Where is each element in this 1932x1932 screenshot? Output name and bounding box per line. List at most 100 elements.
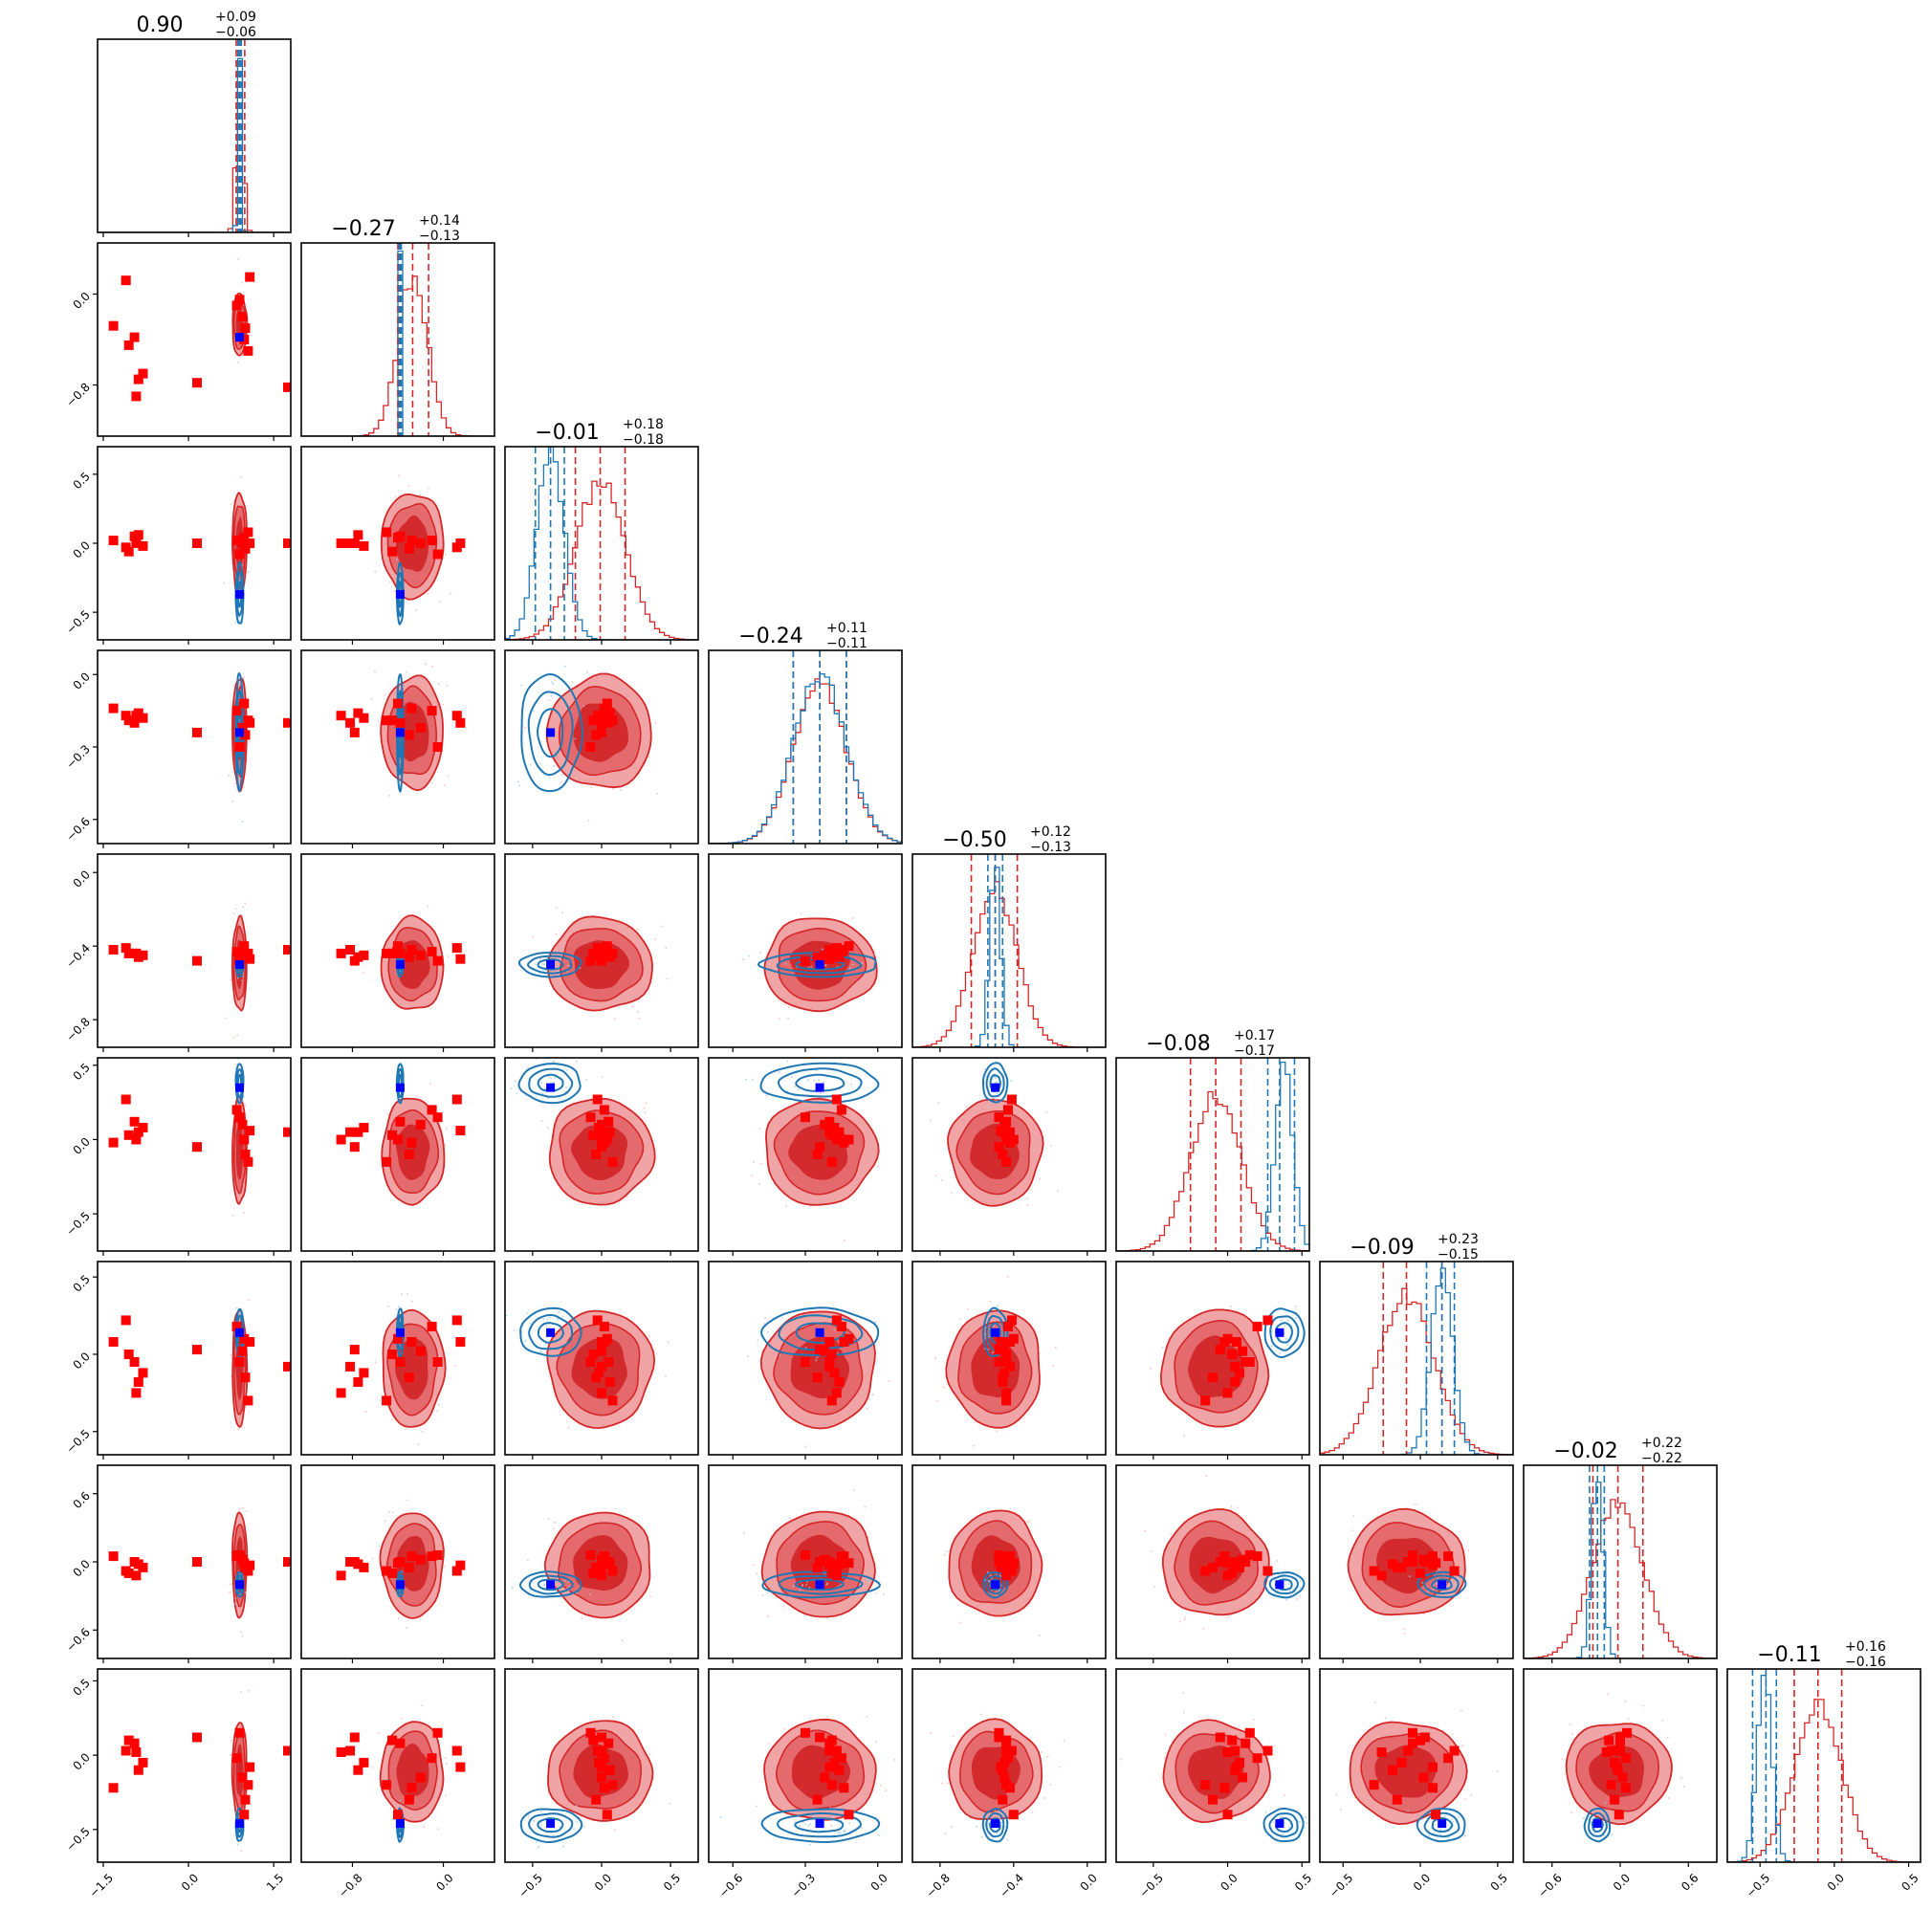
red-marker <box>133 1559 143 1570</box>
red-sample-point <box>656 792 659 795</box>
blue-sample-point <box>588 1592 591 1595</box>
blue-contour-mid <box>985 1067 1005 1098</box>
red-marker <box>597 1388 606 1398</box>
red-marker <box>1001 1388 1012 1398</box>
blue-histogram <box>98 57 291 232</box>
red-marker <box>1431 1810 1441 1820</box>
red-marker <box>602 1810 612 1820</box>
red-marker <box>336 1388 346 1398</box>
blue-sample-point <box>550 694 553 697</box>
red-marker <box>1622 1727 1633 1738</box>
blue-sample-point <box>843 1831 845 1833</box>
blue-contour-outer <box>518 1570 582 1598</box>
blue-sample-point <box>1299 1586 1302 1589</box>
x-tick-label: 1.5 <box>264 1871 286 1893</box>
blue-sample-point <box>1273 1821 1276 1824</box>
red-marker <box>415 1772 426 1783</box>
red-sample-point <box>555 907 558 910</box>
blue-sample-point <box>1438 1833 1441 1835</box>
red-marker <box>1238 1554 1248 1565</box>
red-sample-point <box>223 582 226 584</box>
diag-panel-8 <box>1727 1669 1921 1862</box>
red-marker <box>345 1745 356 1756</box>
red-marker <box>432 549 443 560</box>
blue-sample-point <box>839 1832 842 1834</box>
blue-sample-point <box>573 1828 576 1831</box>
red-marker <box>239 1333 250 1344</box>
blue-sample-point <box>1264 1811 1267 1813</box>
blue-sample-point <box>801 1584 803 1586</box>
red-sample-point <box>406 670 408 673</box>
blue-sample-point <box>1582 1817 1585 1820</box>
red-marker <box>131 1134 142 1145</box>
panel-frame <box>300 1057 495 1252</box>
red-marker <box>834 1377 845 1387</box>
red-marker <box>283 1557 291 1567</box>
red-sample-point <box>800 912 802 915</box>
red-marker <box>243 1395 253 1406</box>
red-sample-point <box>951 1826 954 1829</box>
red-marker <box>129 1116 140 1127</box>
red-marker <box>604 1377 615 1387</box>
red-sample-point <box>612 787 615 790</box>
red-sample-point <box>621 1639 624 1642</box>
blue-contour-outer <box>519 1808 583 1843</box>
red-marker <box>994 1549 1004 1560</box>
red-marker <box>994 1357 1004 1367</box>
red-sample-point <box>934 1356 936 1359</box>
red-sample-point <box>247 1689 250 1692</box>
red-marker <box>1001 1735 1012 1745</box>
red-marker <box>1006 1566 1017 1576</box>
blue-sample-point <box>1421 1581 1423 1584</box>
blue-sample-point <box>398 1600 401 1603</box>
blue-sample-point <box>558 1310 560 1313</box>
blue-contour-mid <box>1268 1812 1299 1838</box>
red-marker <box>831 1315 842 1326</box>
pair-panel-0-6 <box>108 1299 291 1431</box>
red-marker <box>406 1137 417 1148</box>
red-marker <box>1449 1745 1460 1756</box>
red-sample-point <box>761 1594 764 1597</box>
red-marker <box>815 1345 825 1355</box>
blue-sample-point <box>808 1823 811 1826</box>
red-marker <box>455 538 466 548</box>
param-title-minus: −0.15 <box>1438 1247 1479 1262</box>
pair-panel-2-8 <box>519 1716 671 1848</box>
red-marker <box>1443 1753 1454 1764</box>
x-tick-label: −0.4 <box>997 1871 1026 1900</box>
red-marker <box>836 1321 846 1331</box>
blue-sample-point <box>1010 1079 1013 1082</box>
red-marker <box>1403 1745 1414 1756</box>
blue-sample-point <box>1603 1834 1606 1837</box>
pair-panel-7-8 <box>1524 1693 1685 1843</box>
red-marker <box>1238 1346 1248 1356</box>
param-title-value: −0.50 <box>942 828 1006 852</box>
blue-sample-point <box>991 1837 994 1840</box>
red-sample-point <box>444 553 447 556</box>
red-sample-point <box>830 1825 833 1827</box>
x-tick-label: −0.3 <box>789 1871 819 1900</box>
panel-frame <box>1319 1668 1514 1863</box>
blue-sample-point <box>806 1078 809 1081</box>
red-sample-point <box>742 1531 745 1534</box>
blue-sample-point <box>527 1814 530 1817</box>
blue-sample-point <box>575 1804 578 1807</box>
red-sample-point <box>835 1310 838 1313</box>
blue-sample-point <box>815 1069 818 1072</box>
blue-contour-inner <box>537 1322 564 1344</box>
red-marker <box>192 1557 202 1567</box>
red-marker <box>231 1321 242 1331</box>
blue-sample-point <box>994 1082 997 1084</box>
red-marker <box>243 715 253 726</box>
blue-sample-point <box>1288 1583 1291 1586</box>
param-title-plus: +0.12 <box>1030 824 1071 840</box>
blue-sample-point <box>994 1810 997 1812</box>
red-sample-point <box>561 911 563 913</box>
red-sample-point <box>665 1375 667 1377</box>
blue-sample-point <box>399 579 402 582</box>
blue-sample-point <box>561 946 563 949</box>
red-histogram <box>912 881 1106 1047</box>
blue-contour-mid <box>1269 1315 1300 1351</box>
red-marker <box>597 1119 606 1130</box>
red-sample-point <box>876 1165 879 1168</box>
